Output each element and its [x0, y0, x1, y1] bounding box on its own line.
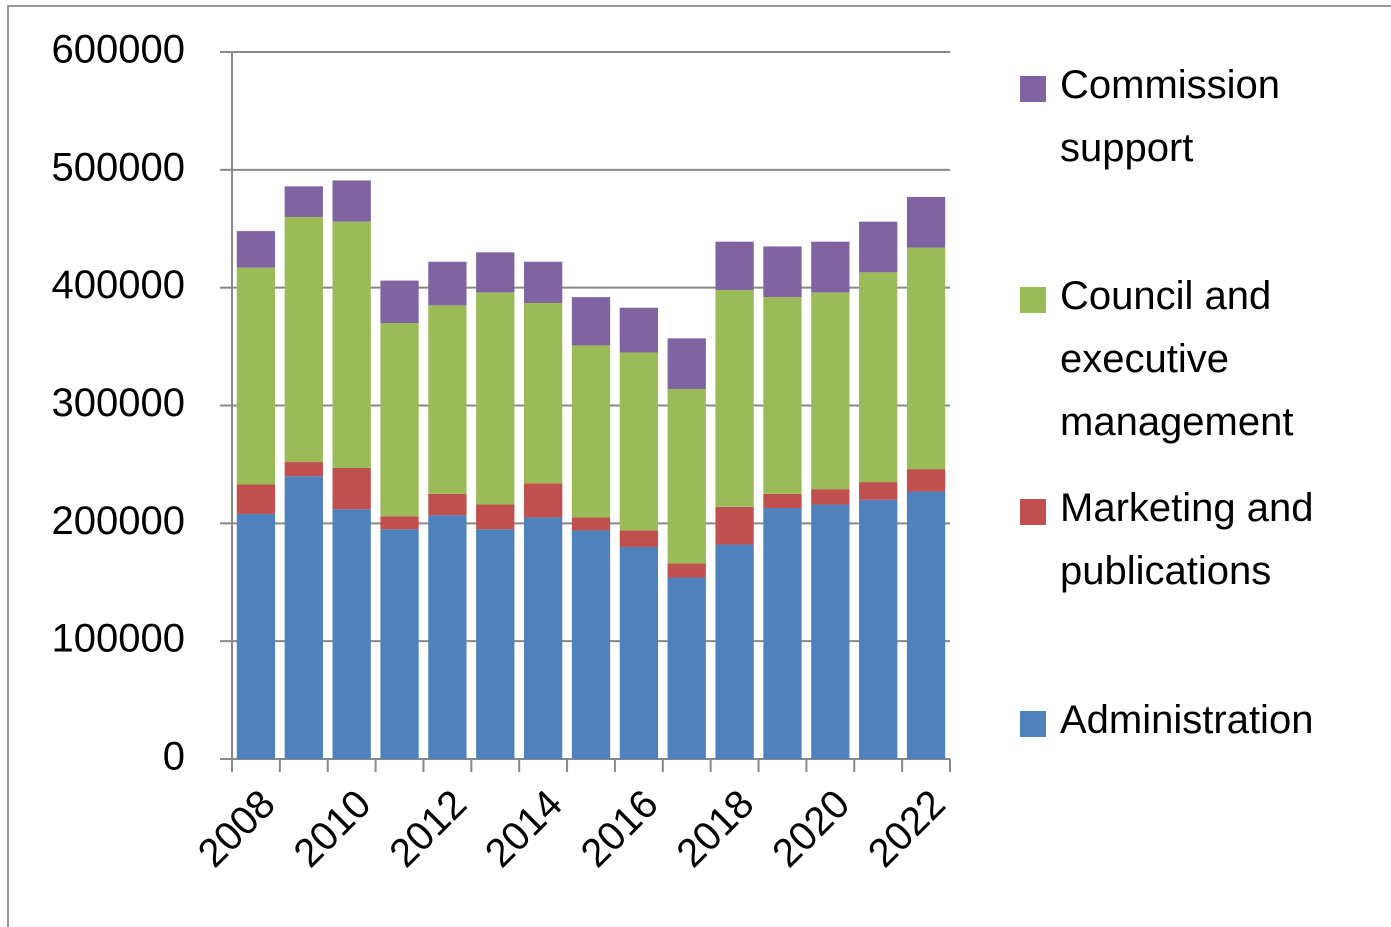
legend-label: Administration	[1060, 698, 1314, 742]
bar-segment	[811, 241, 850, 293]
bar-segment	[763, 508, 802, 759]
bar-segment	[236, 267, 276, 485]
bar-segment	[284, 186, 323, 217]
bar-segment	[380, 529, 419, 759]
y-tick-label: 0	[163, 735, 185, 779]
bar-segment	[715, 290, 754, 507]
legend-swatch	[1020, 499, 1046, 525]
bar-segment	[380, 280, 419, 324]
bar-segment	[859, 221, 898, 273]
y-tick-label: 200000	[52, 499, 185, 543]
x-tick-label: 2012	[381, 782, 475, 876]
bar-segment	[667, 577, 706, 759]
bar-segment	[667, 563, 706, 578]
legend-label: Council and executive management	[1060, 274, 1294, 444]
bar-segment	[428, 515, 467, 759]
bar-segment	[571, 297, 611, 346]
bar-segment	[380, 516, 419, 530]
legend-swatch	[1020, 711, 1046, 737]
y-tick-label: 500000	[52, 145, 185, 189]
y-tick-label: 600000	[52, 28, 185, 72]
bar-segment	[476, 504, 515, 530]
legend-label: Commission support	[1060, 63, 1281, 170]
bar-segment	[236, 484, 276, 514]
x-tick-label: 2018	[668, 782, 762, 876]
y-tick-label: 400000	[52, 263, 185, 307]
bar-segment	[571, 530, 611, 759]
x-tick-label: 2020	[764, 782, 858, 876]
bar-segment	[715, 544, 754, 759]
bar-segment	[284, 476, 323, 759]
bar-segment	[476, 529, 515, 759]
bar-segment	[763, 297, 802, 494]
bar-segment	[332, 467, 371, 510]
bar-segment	[763, 493, 802, 509]
x-tick-label: 2014	[477, 782, 571, 876]
bar-segment	[619, 546, 659, 759]
bar-segment	[619, 307, 659, 353]
legend-item: Commission support	[1020, 63, 1380, 180]
bar-segment	[428, 305, 467, 494]
bar-segment	[763, 246, 802, 298]
bar-segment	[236, 231, 276, 268]
bar-segment	[523, 517, 563, 759]
bar-segment	[906, 196, 946, 248]
x-tick-label: 2022	[860, 782, 954, 876]
legend-swatch	[1020, 76, 1046, 102]
bar-segment	[715, 241, 754, 291]
bar-segment	[811, 489, 850, 505]
bar-segment	[859, 272, 898, 483]
bar-segment	[667, 338, 706, 390]
bar-segment	[428, 493, 467, 516]
bar-segment	[476, 292, 515, 505]
bar-segment	[906, 491, 946, 759]
bar-segment	[476, 252, 515, 293]
bar-segment	[811, 504, 850, 759]
legend-label: Marketing and publications	[1060, 486, 1314, 593]
bar-segment	[859, 482, 898, 500]
x-tick-label: 2010	[285, 782, 379, 876]
y-tick-label: 100000	[52, 617, 185, 661]
bar-segment	[906, 469, 946, 492]
y-tick-label: 300000	[52, 381, 185, 425]
bar-segment	[284, 462, 323, 477]
bar-segment	[859, 499, 898, 759]
bar-segment	[332, 180, 371, 222]
bar-segment	[523, 302, 563, 484]
bar-segment	[619, 530, 659, 547]
bar-segment	[332, 509, 371, 759]
x-tick-label: 2008	[190, 782, 284, 876]
bar-segment	[332, 221, 371, 468]
bar-segment	[571, 517, 611, 531]
legend-item: Marketing and publications	[1020, 486, 1380, 603]
bar-segment	[811, 292, 850, 490]
x-tick-label: 2016	[573, 782, 667, 876]
bar-segment	[667, 389, 706, 564]
bar-segment	[906, 247, 946, 470]
bar-segment	[236, 513, 276, 759]
bar-segment	[284, 216, 323, 463]
chart-border	[7, 5, 1391, 927]
legend-swatch	[1020, 287, 1046, 313]
bar-segment	[523, 261, 563, 303]
legend-item: Administration	[1020, 698, 1380, 752]
bar-segment	[523, 483, 563, 518]
bar-segment	[571, 345, 611, 518]
bar-segment	[715, 506, 754, 545]
bar-segment	[428, 261, 467, 306]
bar-segment	[380, 323, 419, 517]
bar-segment	[619, 352, 659, 531]
legend-item: Council and executive management	[1020, 274, 1380, 454]
